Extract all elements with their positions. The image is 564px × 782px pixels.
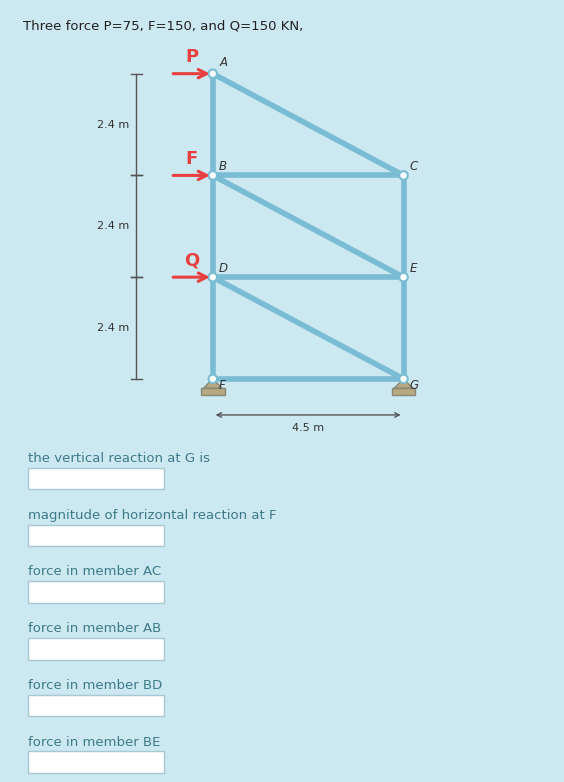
Text: F: F: [219, 378, 226, 392]
Text: 2.4 m: 2.4 m: [96, 221, 129, 231]
Bar: [28, 638, 164, 659]
Circle shape: [399, 171, 408, 180]
Text: force in member BE: force in member BE: [28, 736, 161, 748]
Polygon shape: [204, 379, 222, 388]
Bar: [28, 581, 164, 603]
Text: 2.4 m: 2.4 m: [96, 120, 129, 130]
Text: Three force P=75, F=150, and Q=150 KN,: Three force P=75, F=150, and Q=150 KN,: [23, 20, 303, 33]
Circle shape: [209, 273, 217, 282]
Text: D: D: [219, 262, 228, 275]
Text: 4.5 m: 4.5 m: [292, 422, 324, 432]
Circle shape: [209, 171, 217, 180]
Bar: [28, 468, 164, 490]
Text: G: G: [410, 378, 419, 392]
Text: magnitude of horizontal reaction at F: magnitude of horizontal reaction at F: [28, 509, 277, 522]
Text: P: P: [185, 48, 198, 66]
Bar: [391, 388, 416, 395]
Text: force in member BD: force in member BD: [28, 679, 162, 692]
Text: F: F: [186, 150, 198, 168]
Circle shape: [399, 273, 408, 282]
Text: A: A: [219, 56, 227, 69]
Text: force in member AC: force in member AC: [28, 565, 161, 579]
Text: B: B: [219, 160, 227, 174]
Text: 2.4 m: 2.4 m: [96, 323, 129, 333]
Text: the vertical reaction at G is: the vertical reaction at G is: [28, 452, 210, 465]
Polygon shape: [394, 379, 413, 388]
Text: Q: Q: [184, 252, 199, 270]
Text: E: E: [410, 262, 417, 275]
Bar: [28, 525, 164, 546]
Bar: [28, 752, 164, 773]
Circle shape: [399, 375, 408, 383]
Bar: [28, 694, 164, 716]
Bar: [201, 388, 224, 395]
Circle shape: [209, 375, 217, 383]
Text: C: C: [410, 160, 418, 174]
Circle shape: [209, 70, 217, 78]
Text: force in member AB: force in member AB: [28, 622, 161, 635]
